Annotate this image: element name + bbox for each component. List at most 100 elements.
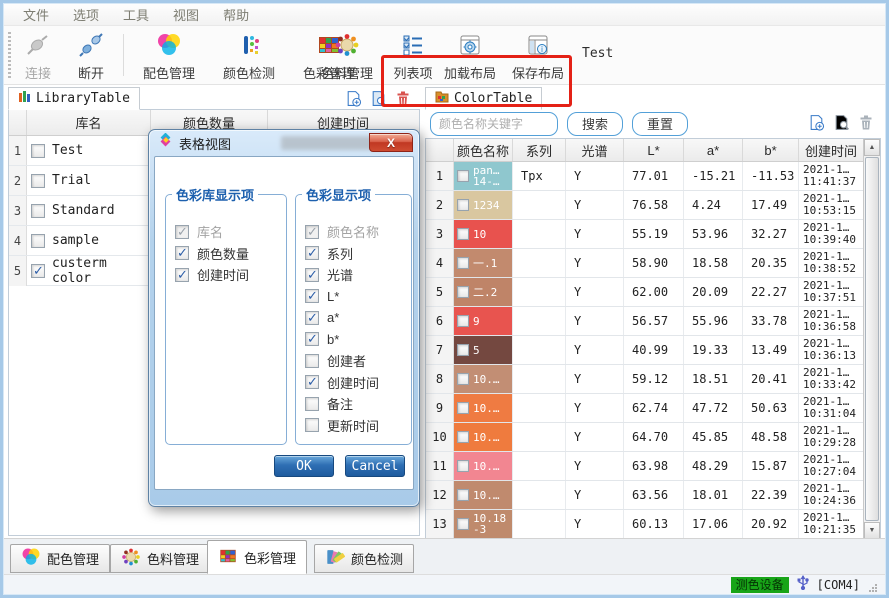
option-checkbox[interactable] [305, 353, 319, 368]
row-checkbox[interactable] [31, 233, 45, 248]
tab-color-manage[interactable]: 色彩管理 [207, 540, 308, 574]
tab-colortable[interactable]: ColorTable [425, 87, 543, 110]
menu-item[interactable]: 工具 [123, 7, 150, 23]
display-option[interactable]: a* [305, 307, 407, 329]
table-row[interactable]: 1 pan… 14-… Tpx Y 77. [426, 162, 880, 191]
table-row[interactable]: 10 10.… Y 64.70 [426, 423, 880, 452]
column-header[interactable]: 库名 [27, 110, 151, 135]
column-header[interactable]: 颜色名称 [454, 139, 513, 161]
table-row[interactable]: 8 10.… Y 59.12 [426, 365, 880, 394]
reset-button[interactable]: 重置 [632, 111, 689, 136]
option-checkbox[interactable] [305, 288, 319, 304]
option-checkbox[interactable] [305, 245, 319, 261]
tab-color-detect[interactable]: 颜色检测 [314, 544, 415, 573]
row-checkbox[interactable] [457, 286, 469, 298]
menu-item[interactable]: 帮助 [223, 7, 250, 23]
column-header[interactable]: b* [743, 139, 799, 161]
option-checkbox[interactable] [305, 224, 319, 240]
display-option[interactable]: b* [305, 329, 407, 351]
row-checkbox[interactable] [457, 228, 469, 240]
delete-library-icon[interactable] [394, 89, 412, 107]
option-checkbox[interactable] [175, 245, 189, 261]
view-color-icon[interactable] [832, 113, 850, 131]
table-row[interactable]: 9 10.… Y 62.74 [426, 394, 880, 423]
table-row[interactable]: 7 5 Y 40.99 [426, 336, 880, 365]
column-header[interactable]: 创建时间 [804, 143, 857, 159]
row-checkbox[interactable] [457, 315, 469, 327]
display-option[interactable]: 颜色数量 [175, 243, 282, 265]
display-option[interactable]: 创建者 [305, 350, 407, 372]
option-checkbox[interactable] [305, 396, 319, 411]
column-header[interactable]: L* [624, 139, 684, 161]
row-checkbox[interactable] [457, 170, 469, 182]
add-library-icon[interactable] [344, 89, 362, 107]
tab-pigment-manage[interactable]: 色料管理 [110, 544, 211, 573]
option-checkbox[interactable] [305, 267, 319, 283]
color-match-button[interactable]: 配色管理 [131, 29, 207, 81]
display-option[interactable]: 颜色名称 [305, 221, 407, 243]
table-row[interactable]: 2 Trial [9, 166, 419, 196]
display-option[interactable]: 库名 [175, 221, 282, 243]
close-icon[interactable]: X [369, 133, 413, 152]
scroll-up-arrow[interactable]: ▲ [864, 139, 880, 156]
option-checkbox[interactable] [305, 331, 319, 347]
tab-color-match[interactable]: 配色管理 [10, 544, 111, 573]
load-layout-button[interactable]: 加载布局 [439, 29, 501, 81]
row-checkbox[interactable] [31, 203, 45, 218]
row-checkbox[interactable] [457, 431, 469, 443]
disconnect-button[interactable]: 断开 [65, 29, 117, 81]
menu-item[interactable]: 文件 [23, 7, 50, 23]
window-save-button[interactable]: i 保存布局 [507, 29, 569, 81]
table-row[interactable]: 13 10.18 -3 Y 60.13 [426, 510, 880, 539]
row-checkbox[interactable] [457, 518, 469, 530]
option-checkbox[interactable] [175, 267, 189, 283]
view-library-icon[interactable] [369, 89, 387, 107]
vertical-scrollbar[interactable]: ▲ ▼ [863, 139, 880, 539]
row-checkbox[interactable] [457, 257, 469, 269]
display-option[interactable]: 光谱 [305, 264, 407, 286]
row-checkbox[interactable] [31, 143, 45, 158]
display-option[interactable]: L* [305, 286, 407, 308]
column-header[interactable]: 创建时间 [316, 116, 369, 131]
tab-librarytable[interactable]: LibraryTable [8, 87, 140, 110]
option-checkbox[interactable] [305, 418, 319, 433]
delete-color-icon[interactable] [857, 113, 875, 131]
cancel-button[interactable]: Cancel [345, 455, 405, 477]
color-manage-button[interactable]: 色彩管理 [291, 29, 367, 81]
column-header[interactable]: 光谱 [566, 139, 624, 161]
row-checkbox[interactable] [457, 402, 469, 414]
display-option[interactable]: 更新时间 [305, 415, 407, 437]
scroll-down-arrow[interactable]: ▼ [864, 522, 880, 539]
option-checkbox[interactable] [175, 224, 189, 240]
row-checkbox[interactable] [457, 460, 469, 472]
table-row[interactable]: 12 10.… Y 63.56 [426, 481, 880, 510]
menu-item[interactable]: 选项 [73, 7, 100, 23]
display-option[interactable]: 系列 [305, 243, 407, 265]
display-option[interactable]: 创建时间 [175, 264, 282, 286]
pigment-manage-button[interactable]: 色料管理 [315, 29, 379, 81]
table-row[interactable]: 4 一.1 Y 58.90 [426, 249, 880, 278]
display-option[interactable]: 备注 [305, 393, 407, 415]
resize-grip[interactable] [868, 580, 878, 592]
row-checkbox[interactable] [457, 344, 469, 356]
table-row[interactable]: 5 二.2 Y 62.00 [426, 278, 880, 307]
display-option[interactable]: 创建时间 [305, 372, 407, 394]
list-items-button[interactable]: 列表项 [386, 29, 440, 81]
menu-item[interactable]: 视图 [173, 7, 200, 23]
add-color-icon[interactable] [807, 113, 825, 131]
column-header[interactable]: a* [684, 139, 743, 161]
row-checkbox[interactable] [31, 263, 45, 279]
search-input[interactable] [430, 111, 558, 136]
table-row[interactable]: 11 10.… Y 63.98 [426, 452, 880, 481]
search-button[interactable]: 搜索 [567, 111, 624, 136]
table-row[interactable]: 2 1234 Y 76.58 [426, 191, 880, 220]
option-checkbox[interactable] [305, 374, 319, 390]
row-checkbox[interactable] [457, 199, 469, 211]
ok-button[interactable]: OK [274, 455, 334, 477]
connect-button[interactable]: 连接 [13, 29, 63, 81]
table-row[interactable]: 3 10 Y 55.19 [426, 220, 880, 249]
table-row[interactable]: 6 9 Y 56.57 [426, 307, 880, 336]
row-checkbox[interactable] [457, 489, 469, 501]
column-header[interactable]: 系列 [513, 139, 566, 161]
row-checkbox[interactable] [457, 373, 469, 385]
